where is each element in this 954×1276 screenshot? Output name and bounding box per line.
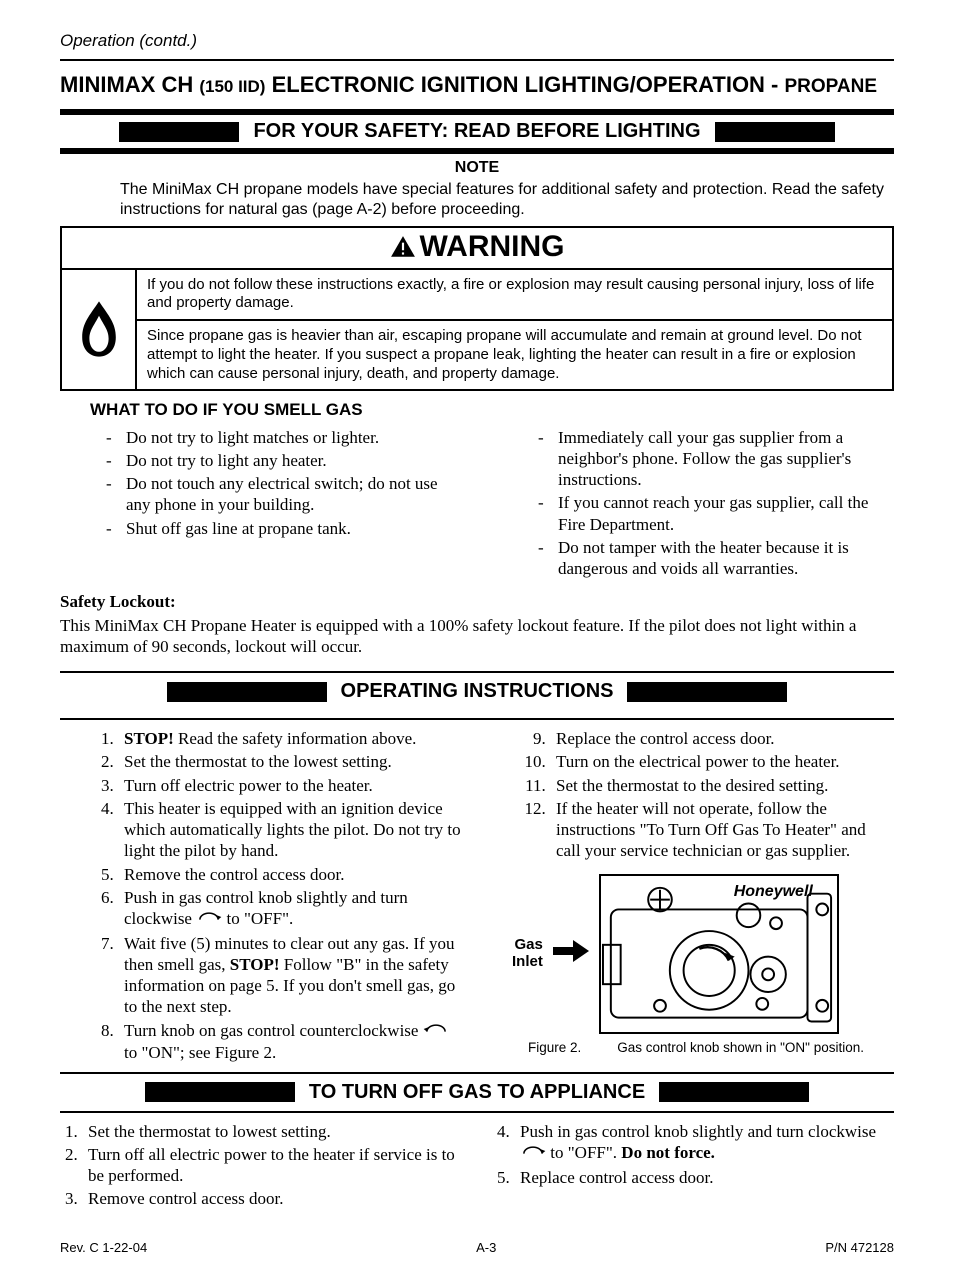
rule-thick (60, 109, 894, 115)
title-main-2: ELECTRONIC IGNITION LIGHTING/OPERATION - (265, 72, 784, 97)
note-body: The MiniMax CH propane models have speci… (120, 180, 894, 220)
smell-lists: Do not try to light matches or lighter. … (60, 425, 894, 582)
list-item: Do not touch any electrical switch; do n… (106, 473, 462, 516)
list-item: Turn off all electric power to the heate… (82, 1144, 462, 1187)
list-item: Do not try to light any heater. (106, 450, 462, 471)
list-item: Set the thermostat to the lowest setting… (118, 751, 462, 772)
note: NOTE (60, 158, 894, 178)
banner-bar-left (167, 682, 327, 702)
figure-caption: Figure 2. Gas control knob shown in "ON"… (528, 1040, 894, 1057)
figure-id: Figure 2. (528, 1040, 581, 1057)
list-item: Do not try to light matches or lighter. (106, 427, 462, 448)
banner-bar-right (627, 682, 787, 702)
list-item: Replace the control access door. (550, 728, 894, 749)
operating-heading: OPERATING INSTRUCTIONS (327, 679, 628, 704)
figure-text: Gas control knob shown in "ON" position. (617, 1040, 864, 1057)
turnoff-list-left: Set the thermostat to lowest setting. Tu… (60, 1121, 462, 1210)
title-sub: (150 IID) (199, 77, 265, 96)
list-item: If you cannot reach your gas supplier, c… (538, 492, 894, 535)
breadcrumb: Operation (contd.) (60, 30, 894, 51)
list-item: Wait five (5) minutes to clear out any g… (118, 933, 462, 1018)
warning-title: WARNING (62, 228, 892, 270)
list-item: Remove the control access door. (118, 864, 462, 885)
note-label: NOTE (60, 158, 894, 178)
banner-bar-right (659, 1082, 809, 1102)
list-item: Replace control access door. (514, 1167, 894, 1188)
lockout-heading: Safety Lockout: (60, 591, 894, 612)
warning-triangle-icon (390, 234, 416, 260)
lockout-body: This MiniMax CH Propane Heater is equipp… (60, 615, 894, 658)
list-item: Turn knob on gas control counterclockwis… (118, 1020, 462, 1064)
rule (60, 671, 894, 673)
arrow-right-icon (553, 940, 589, 967)
list-item: Set the thermostat to the desired settin… (550, 775, 894, 796)
rule (60, 1111, 894, 1113)
operating-list-left: STOP! Read the safety information above.… (82, 728, 462, 1064)
page-footer: Rev. C 1-22-04 A-3 P/N 472128 (60, 1240, 894, 1256)
title-tail: PROPANE (785, 76, 878, 97)
safety-banner: FOR YOUR SAFETY: READ BEFORE LIGHTING (60, 119, 894, 144)
smell-heading: WHAT TO DO IF YOU SMELL GAS (90, 399, 894, 420)
list-item: STOP! Read the safety information above. (118, 728, 462, 749)
list-item: Remove control access door. (82, 1188, 462, 1209)
list-item: Push in gas control knob slightly and tu… (514, 1121, 894, 1165)
warning-p2: Since propane gas is heavier than air, e… (137, 319, 892, 389)
banner-bar-left (119, 122, 239, 142)
warning-p1: If you do not follow these instructions … (137, 270, 892, 320)
rule (60, 718, 894, 720)
footer-rev: Rev. C 1-22-04 (60, 1240, 147, 1256)
turnoff-list-right: Push in gas control knob slightly and tu… (492, 1121, 894, 1188)
warning-title-text: WARNING (420, 228, 565, 266)
banner-bar-right (715, 122, 835, 142)
list-item: If the heater will not operate, follow t… (550, 798, 894, 862)
list-item: Shut off gas line at propane tank. (106, 518, 462, 539)
list-item: Turn on the electrical power to the heat… (550, 751, 894, 772)
smell-list-right: Immediately call your gas supplier from … (492, 427, 894, 580)
safety-banner-text: FOR YOUR SAFETY: READ BEFORE LIGHTING (239, 119, 714, 144)
rotate-cw-icon (196, 909, 222, 930)
turnoff-banner: TO TURN OFF GAS TO APPLIANCE (60, 1080, 894, 1105)
smell-list-left: Do not try to light matches or lighter. … (60, 427, 462, 539)
banner-bar-left (145, 1082, 295, 1102)
list-item: Push in gas control knob slightly and tu… (118, 887, 462, 931)
rotate-ccw-icon (423, 1021, 449, 1042)
rule (60, 1072, 894, 1074)
list-item: Do not tamper with the heater because it… (538, 537, 894, 580)
list-item: Set the thermostat to lowest setting. (82, 1121, 462, 1142)
list-item: Immediately call your gas supplier from … (538, 427, 894, 491)
operating-banner: OPERATING INSTRUCTIONS (60, 679, 894, 704)
rule (60, 59, 894, 61)
gas-inlet-label: GasInlet (512, 937, 543, 970)
operating-columns: STOP! Read the safety information above.… (60, 726, 894, 1066)
rule-thick (60, 148, 894, 154)
title-main-1: MINIMAX CH (60, 72, 199, 97)
footer-page: A-3 (476, 1240, 496, 1256)
page-title: MINIMAX CH (150 IID) ELECTRONIC IGNITION… (60, 71, 894, 99)
figure-2: GasInlet Honeywell (512, 874, 894, 1034)
operating-list-right: Replace the control access door. Turn on… (514, 728, 894, 862)
flame-icon (62, 270, 137, 390)
gas-valve-diagram: Honeywell (599, 874, 839, 1034)
list-item: This heater is equipped with an ignition… (118, 798, 462, 862)
turnoff-columns: Set the thermostat to lowest setting. Tu… (60, 1119, 894, 1212)
footer-pn: P/N 472128 (825, 1240, 894, 1256)
turnoff-heading: TO TURN OFF GAS TO APPLIANCE (295, 1080, 659, 1105)
rotate-cw-icon (520, 1143, 546, 1164)
warning-box: WARNING If you do not follow these instr… (60, 226, 894, 391)
list-item: Turn off electric power to the heater. (118, 775, 462, 796)
